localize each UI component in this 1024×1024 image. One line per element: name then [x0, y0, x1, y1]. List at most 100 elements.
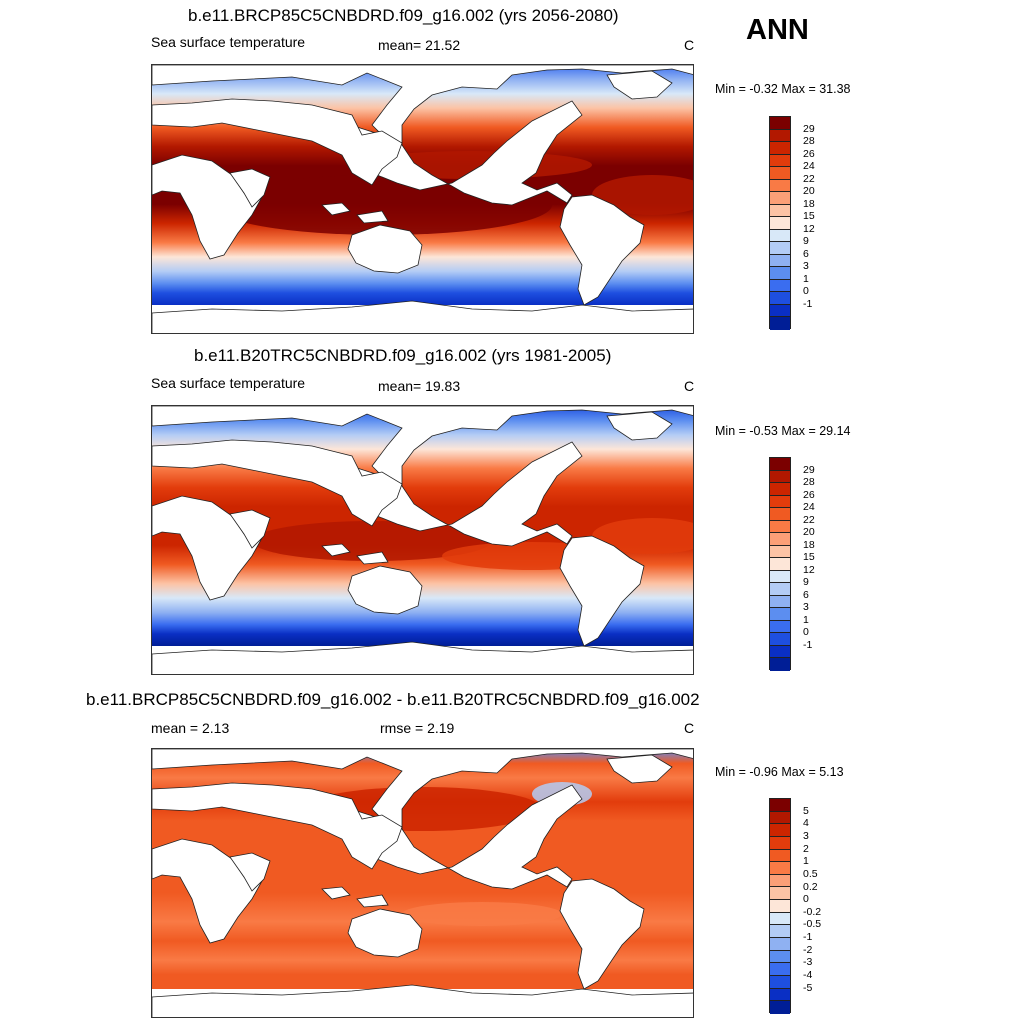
colorbar-label: 26	[803, 147, 815, 160]
colorbar-label: 28	[803, 476, 815, 489]
panel-1-colorbar	[769, 116, 791, 330]
colorbar-label: 29	[803, 122, 815, 135]
colorbar-swatch	[770, 483, 790, 496]
colorbar-swatch	[770, 799, 790, 812]
ocean-anomaly-region	[402, 902, 562, 926]
colorbar-swatch	[770, 192, 790, 205]
colorbar-swatch	[770, 229, 790, 243]
colorbar-label: 28	[803, 135, 815, 148]
colorbar-label: 0.2	[803, 880, 818, 893]
ocean-anomaly-region	[252, 521, 492, 561]
colorbar-swatch	[770, 129, 790, 143]
colorbar-label: 18	[803, 538, 815, 551]
colorbar-swatch	[770, 1001, 790, 1014]
panel-2-units-label: C	[684, 378, 695, 394]
colorbar-swatch	[770, 836, 790, 850]
colorbar-swatch	[770, 508, 790, 521]
panel-3-title: b.e11.BRCP85C5CNBDRD.f09_g16.002 - b.e11…	[86, 690, 700, 709]
colorbar-label: 6	[803, 588, 809, 601]
panel-2-mean-label: mean= 19.83	[378, 378, 461, 394]
colorbar-label: 15	[803, 551, 815, 564]
panel-2-map	[151, 405, 694, 675]
colorbar-label: 26	[803, 488, 815, 501]
land-mass	[356, 210, 389, 224]
colorbar-label: 0	[803, 893, 809, 906]
land-mass	[152, 782, 403, 870]
colorbar-swatch	[770, 242, 790, 255]
colorbar-swatch	[770, 558, 790, 571]
colorbar-label: 12	[803, 222, 815, 235]
colorbar-swatch	[770, 595, 790, 609]
land-mass	[229, 168, 271, 208]
colorbar-swatch	[770, 154, 790, 168]
panel-2-colorbar	[769, 457, 791, 671]
land-mass	[229, 852, 271, 892]
colorbar-swatch	[770, 204, 790, 218]
colorbar-label: 24	[803, 501, 815, 514]
colorbar-swatch	[770, 520, 790, 534]
colorbar-swatch	[770, 950, 790, 964]
colorbar-label: 2	[803, 842, 809, 855]
land-mass	[321, 543, 351, 557]
colorbar-label: 22	[803, 513, 815, 526]
colorbar-label: -4	[803, 969, 813, 982]
colorbar-label: 24	[803, 160, 815, 173]
colorbar-label: 3	[803, 260, 809, 273]
sst-map-canvas	[152, 406, 693, 674]
colorbar-swatch	[770, 938, 790, 951]
colorbar-swatch	[770, 912, 790, 926]
land-mass	[356, 551, 389, 565]
ocean-anomaly-region	[592, 518, 693, 554]
colorbar-swatch	[770, 645, 790, 659]
colorbar-swatch	[770, 925, 790, 939]
colorbar-swatch	[770, 583, 790, 596]
panel-3-mean-label: mean = 2.13	[151, 720, 230, 736]
panel-3-rmse-label: rmse = 2.19	[380, 720, 455, 736]
land-mass	[559, 878, 645, 990]
colorbar-label: 18	[803, 197, 815, 210]
panel-1-units-label: C	[684, 37, 695, 53]
colorbar-label: 1	[803, 613, 809, 626]
colorbar-swatch	[770, 658, 790, 671]
colorbar-label: 12	[803, 563, 815, 576]
colorbar-swatch	[770, 142, 790, 155]
colorbar-label: -1	[803, 638, 813, 651]
colorbar-swatch	[770, 988, 790, 1002]
colorbar-swatch	[770, 900, 790, 913]
colorbar-swatch	[770, 179, 790, 193]
panel-3-colorbar	[769, 798, 791, 1014]
colorbar-swatch	[770, 570, 790, 584]
panel-3-units-label: C	[684, 720, 695, 736]
land-mass	[347, 565, 423, 615]
colorbar-label: 29	[803, 463, 815, 476]
panel-1-variable-label: Sea surface temperature	[151, 34, 306, 50]
land-mass	[321, 886, 351, 900]
land-mass	[152, 838, 263, 944]
colorbar-label: 4	[803, 817, 809, 830]
colorbar-swatch	[770, 167, 790, 180]
colorbar-label: 5	[803, 804, 809, 817]
colorbar-swatch	[770, 620, 790, 634]
colorbar-label: 0.5	[803, 867, 818, 880]
panel-2-minmax-label: Min = -0.53 Max = 29.14	[715, 424, 851, 438]
colorbar-swatch	[770, 317, 790, 330]
colorbar-label: -5	[803, 981, 813, 994]
colorbar-label: -0.2	[803, 905, 822, 918]
colorbar-swatch	[770, 975, 790, 989]
colorbar-label: 3	[803, 601, 809, 614]
colorbar-label: -2	[803, 943, 813, 956]
land-mass	[152, 300, 693, 333]
land-mass	[559, 194, 645, 306]
land-mass	[356, 894, 389, 908]
land-mass	[152, 98, 403, 186]
colorbar-swatch	[770, 470, 790, 484]
colorbar-swatch	[770, 254, 790, 268]
land-mass	[152, 641, 693, 674]
land-mass	[606, 754, 673, 784]
colorbar-swatch	[770, 849, 790, 863]
colorbar-swatch	[770, 533, 790, 546]
colorbar-swatch	[770, 887, 790, 901]
ocean-anomaly-region	[592, 175, 693, 215]
colorbar-label: 0	[803, 626, 809, 639]
land-mass	[229, 509, 271, 549]
